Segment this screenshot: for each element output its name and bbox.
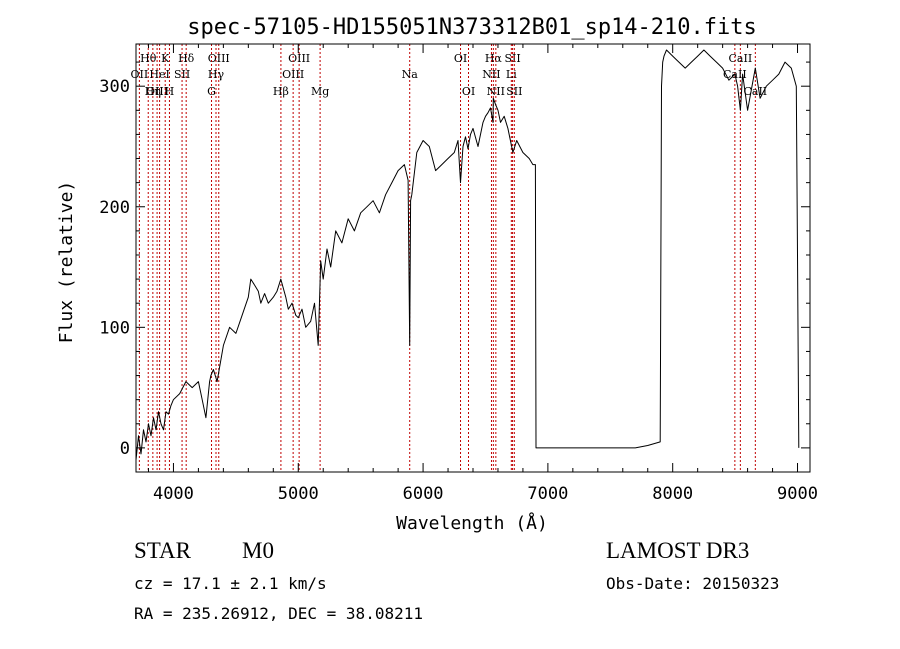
line-label-3: K: [161, 52, 170, 65]
x-tick-label: 7000: [527, 484, 568, 504]
object-subclass: M0: [242, 538, 274, 563]
line-label-5: Hη: [145, 85, 161, 98]
object-class: STAR: [134, 538, 191, 563]
line-label-7: H: [165, 85, 175, 98]
line-label-27: CaII: [743, 85, 767, 98]
line-label-19: Hα: [485, 52, 503, 65]
line-label-18: OI: [462, 85, 475, 98]
x-tick-label: 6000: [403, 484, 444, 504]
ra-dec-coordinates: RA = 235.26912, DEC = 38.08211: [134, 604, 423, 623]
line-label-22: SII: [504, 52, 520, 65]
y-tick-label: 200: [99, 198, 130, 218]
line-label-14: OIII: [282, 68, 304, 81]
series-layer: [135, 49, 800, 460]
y-tick-label: 100: [99, 318, 130, 338]
line-label-2: OIII: [146, 85, 168, 98]
redshift-velocity: cz = 17.1 ± 2.1 km/s: [134, 574, 327, 593]
line-label-0: Hθ: [140, 52, 157, 65]
y-tick-label: 0: [120, 439, 130, 459]
line-label-1: OII: [131, 68, 149, 81]
line-label-13: OIII: [288, 52, 310, 65]
plot-frame: [135, 43, 811, 473]
x-axis-label: Wavelength (Å): [396, 512, 548, 534]
observation-date: Obs-Date: 20150323: [606, 574, 780, 593]
line-label-20: NII: [482, 68, 500, 81]
line-label-9: OIII: [208, 52, 230, 65]
x-tick-label: 5000: [278, 484, 319, 504]
chart-title: spec-57105-HD155051N373312B01_sp14-210.f…: [187, 15, 757, 40]
line-label-4: HeI: [149, 68, 169, 81]
line-label-17: OI: [454, 52, 467, 65]
survey-name: LAMOST DR3: [606, 538, 750, 563]
axes-layer: 4000 5000 6000 7000 8000 9000 0 100 200 300: [99, 43, 818, 504]
y-tick-label: 300: [99, 77, 130, 97]
y-axis-label: Flux (relative): [56, 181, 77, 344]
line-label-12: Hβ: [273, 85, 289, 98]
line-label-16: Na: [402, 68, 419, 81]
x-tick-label: 9000: [777, 484, 818, 504]
line-label-15: Mg: [311, 85, 329, 98]
line-label-8: Hδ: [178, 52, 195, 65]
x-tick-label: 4000: [153, 484, 194, 504]
line-label-23: Li: [506, 68, 517, 81]
series-line-spectrum: [135, 49, 800, 460]
line-label-21: NII: [487, 85, 505, 98]
line-label-10: Hγ: [208, 68, 225, 81]
x-tick-label: 8000: [652, 484, 693, 504]
line-label-25: CaII: [729, 52, 753, 65]
line-label-24: SII: [506, 85, 522, 98]
emission-lines-layer: Hθ OII OIII K HeI Hη SII H Hδ OIII Hγ G Hβ OIII OIII Mg…: [131, 44, 767, 472]
line-label-11: G: [207, 85, 216, 98]
line-label-6: SII: [174, 68, 190, 81]
